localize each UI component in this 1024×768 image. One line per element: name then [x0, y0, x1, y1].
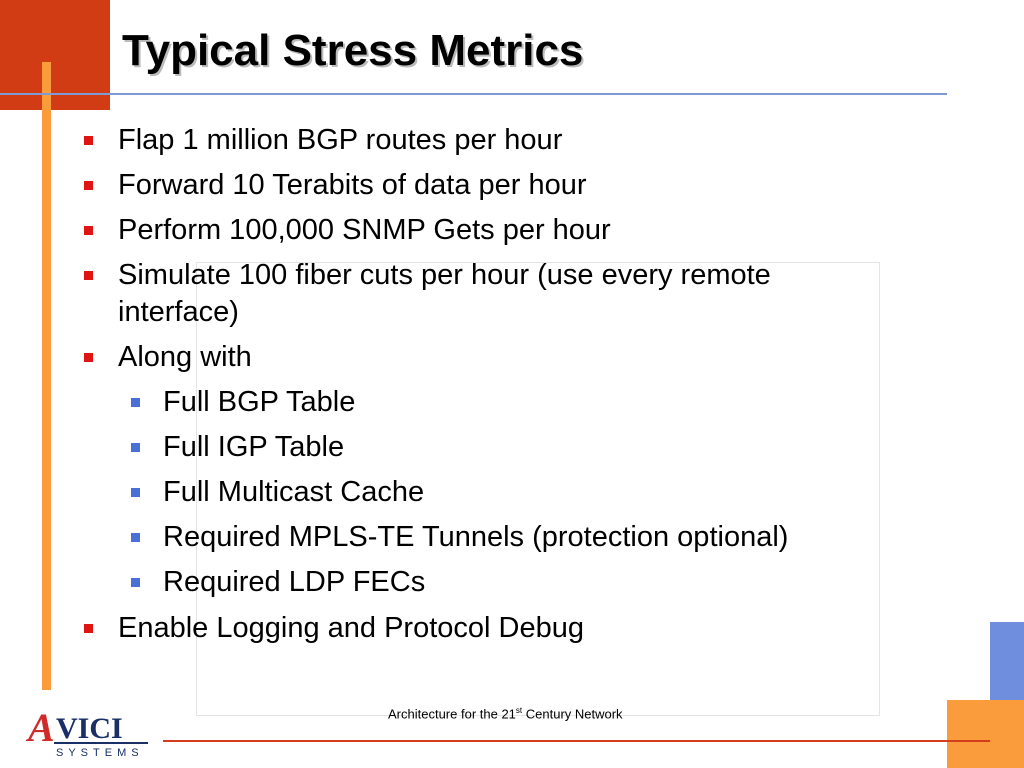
sub-list-item: Full BGP Table [131, 384, 356, 420]
sub-list-item: Full IGP Table [131, 429, 345, 465]
footer-rule [163, 740, 990, 742]
bullet-text: Simulate 100 fiber cuts per hour (use ev… [118, 259, 771, 291]
bullet-text: Along with [118, 341, 252, 373]
corner-accent-block [0, 0, 110, 110]
list-item: Forward 10 Terabits of data per hour [84, 167, 587, 203]
list-item: Along with [84, 339, 252, 375]
bullet-text: Full Multicast Cache [163, 476, 425, 508]
list-item: Flap 1 million BGP routes per hour [84, 122, 563, 158]
bullet-text: Required LDP FECs [163, 566, 426, 598]
bullet-square-icon [84, 353, 93, 362]
logo-wordmark-rest: VICI [56, 712, 123, 745]
sub-bullet-square-icon [131, 488, 140, 497]
footer-suffix: Century Network [522, 706, 623, 722]
logo-subtitle: SYSTEMS [56, 747, 144, 759]
bullet-square-icon [84, 624, 93, 633]
bullet-square-icon [84, 226, 93, 235]
sub-bullet-square-icon [131, 578, 140, 587]
right-blue-accent-block [990, 622, 1024, 700]
bullet-text: Full IGP Table [163, 431, 345, 463]
bullet-text: interface) [118, 296, 239, 328]
footer-prefix: Architecture for the 21 [388, 706, 516, 722]
sub-bullet-square-icon [131, 398, 140, 407]
sub-bullet-square-icon [131, 533, 140, 542]
footer-text: Architecture for the 21st Century Networ… [388, 706, 623, 721]
sub-list-item: Required LDP FECs [131, 564, 426, 600]
bullet-square-icon [84, 136, 93, 145]
bullet-text: Full BGP Table [163, 386, 356, 418]
placeholder-frame [196, 262, 880, 716]
list-item-continuation: interface) [118, 294, 239, 330]
logo-letter-a: A [26, 705, 55, 750]
bullet-text: Forward 10 Terabits of data per hour [118, 169, 587, 201]
avici-systems-logo: A VICI SYSTEMS [26, 705, 148, 759]
list-item: Enable Logging and Protocol Debug [84, 610, 584, 646]
bullet-square-icon [84, 181, 93, 190]
logo-divider [54, 742, 148, 744]
bullet-square-icon [84, 271, 93, 280]
right-orange-accent-block [947, 700, 1024, 768]
sub-bullet-square-icon [131, 443, 140, 452]
bullet-text: Required MPLS-TE Tunnels (protection opt… [163, 521, 789, 553]
left-vertical-bar [42, 62, 51, 690]
sub-list-item: Full Multicast Cache [131, 474, 425, 510]
footer-superscript: st [515, 706, 523, 715]
list-item: Simulate 100 fiber cuts per hour (use ev… [84, 257, 771, 293]
title-underline-rule [0, 93, 947, 95]
list-item: Perform 100,000 SNMP Gets per hour [84, 212, 611, 248]
sub-list-item: Required MPLS-TE Tunnels (protection opt… [131, 519, 789, 555]
bullet-text: Enable Logging and Protocol Debug [118, 612, 584, 644]
bullet-text: Perform 100,000 SNMP Gets per hour [118, 214, 611, 246]
slide-title: Typical Stress Metrics [122, 26, 584, 75]
bullet-text: Flap 1 million BGP routes per hour [118, 124, 563, 156]
